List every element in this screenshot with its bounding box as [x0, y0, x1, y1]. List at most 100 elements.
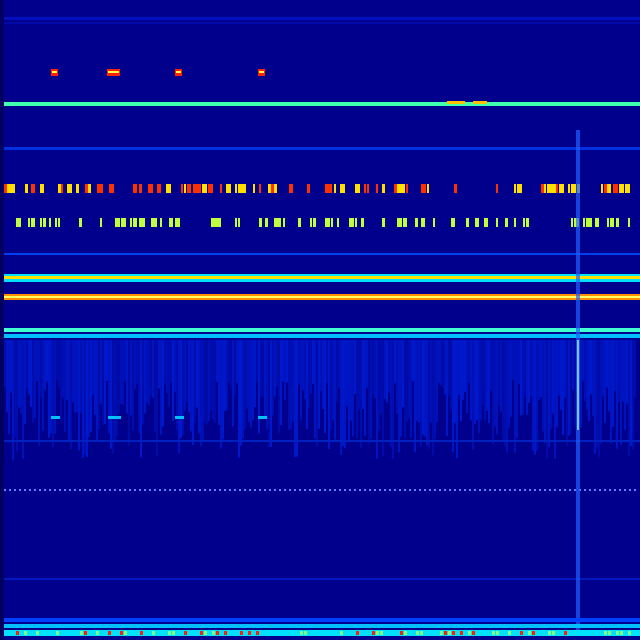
noise-column — [330, 340, 332, 430]
noise-column — [120, 340, 122, 405]
dot — [409, 489, 411, 491]
noise-column — [424, 340, 426, 437]
noise-column — [454, 340, 456, 424]
dot — [149, 489, 151, 491]
noise-column — [372, 340, 374, 395]
dash-yellow — [352, 218, 354, 227]
dash-red — [568, 184, 570, 193]
bottom-mark — [608, 631, 611, 635]
noise-column — [620, 340, 622, 445]
noise-column — [182, 340, 184, 436]
dash-yellow — [325, 218, 328, 227]
dash-yellow — [121, 218, 124, 227]
band-orange-core — [4, 296, 640, 298]
dot — [134, 489, 136, 491]
dot — [144, 489, 146, 491]
dash-yellow — [355, 218, 357, 227]
noise-column — [472, 340, 474, 450]
dash-red — [235, 184, 237, 193]
noise-column — [494, 340, 496, 427]
noise-column — [244, 340, 246, 430]
noise-column — [234, 340, 236, 397]
noise-column — [20, 340, 22, 414]
dash-yellow — [337, 218, 339, 227]
dot — [49, 489, 51, 491]
dash-red — [85, 184, 90, 193]
noise-column — [122, 340, 124, 406]
dash-red — [58, 184, 61, 193]
dash-yellow — [610, 218, 614, 227]
noise-column — [594, 340, 596, 454]
noise-column — [380, 340, 382, 414]
dot — [309, 489, 311, 491]
noise-column — [412, 340, 414, 382]
dash-red — [547, 184, 552, 193]
dot — [229, 489, 231, 491]
dot — [224, 489, 226, 491]
noise-column — [212, 340, 214, 420]
cyan-dash — [258, 416, 267, 419]
dot — [24, 489, 26, 491]
noise-column — [278, 340, 280, 433]
dash-red — [97, 184, 100, 193]
dash-red — [271, 184, 275, 193]
noise-column — [92, 340, 94, 395]
dash-red — [424, 184, 426, 193]
noise-column — [282, 340, 284, 382]
noise-column — [26, 340, 28, 389]
noise-column — [356, 340, 358, 439]
band-bright-core — [4, 276, 640, 279]
dot — [344, 489, 346, 491]
noise-column — [432, 340, 434, 456]
dot — [384, 489, 386, 491]
noise-column — [186, 340, 188, 403]
noise-column — [370, 340, 372, 439]
noise-column — [22, 340, 24, 459]
band-bottom-2 — [4, 624, 640, 628]
noise-column — [14, 340, 16, 438]
noise-column — [520, 340, 522, 416]
dash-yellow — [151, 218, 155, 227]
bottom-mark — [304, 631, 307, 635]
bottom-mark — [172, 631, 175, 635]
noise-column — [548, 340, 550, 448]
noise-column — [480, 340, 482, 420]
noise-column — [374, 340, 376, 399]
noise-column — [202, 340, 204, 442]
dash-yellow — [313, 218, 316, 227]
dash-yellow — [283, 218, 285, 227]
dot — [434, 489, 436, 491]
noise-column — [198, 340, 200, 434]
bottom-mark — [616, 631, 619, 635]
dash-yellow — [43, 218, 46, 227]
dot — [524, 489, 526, 491]
dot — [214, 489, 216, 491]
noise-column — [360, 340, 362, 449]
dot — [369, 489, 371, 491]
bottom-mark — [548, 631, 551, 635]
noise-column — [178, 340, 180, 454]
noise-column — [484, 340, 486, 420]
noise-column — [538, 340, 540, 401]
dash-red — [619, 184, 624, 193]
dot — [249, 489, 251, 491]
noise-column — [144, 340, 146, 414]
dash-yellow — [133, 218, 137, 227]
noise-column — [402, 340, 404, 408]
noise-column — [166, 340, 168, 394]
noise-column — [448, 340, 450, 397]
noise-column — [324, 340, 326, 433]
noise-column — [534, 340, 536, 455]
noise-column — [564, 340, 566, 398]
noise-column — [146, 340, 148, 403]
dot — [339, 489, 341, 491]
noise-column — [88, 340, 90, 438]
noise-column — [586, 340, 588, 410]
bottom-mark — [140, 631, 143, 635]
noise-column — [550, 340, 552, 429]
dot — [474, 489, 476, 491]
dot — [439, 489, 441, 491]
bottom-mark — [492, 631, 495, 635]
dot — [584, 489, 586, 491]
dot — [499, 489, 501, 491]
